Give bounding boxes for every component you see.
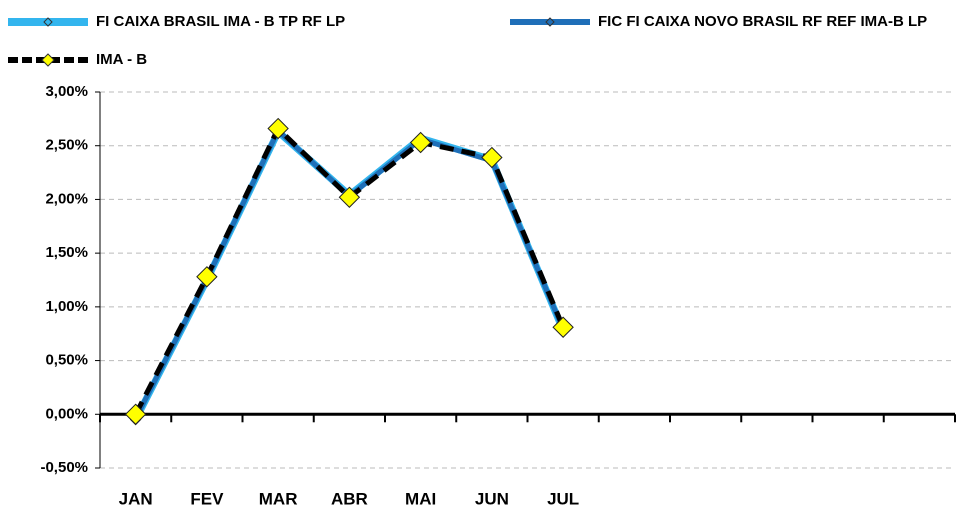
y-tick-label: 2,50% xyxy=(45,137,88,154)
data-marker xyxy=(267,117,289,140)
legend-label: IMA - B xyxy=(96,51,147,68)
x-tick-label: JUL xyxy=(547,489,579,508)
y-tick-label: 0,00% xyxy=(45,405,88,422)
legend-marker xyxy=(43,17,53,27)
x-tick-label: JAN xyxy=(119,489,153,508)
legend-marker xyxy=(545,17,555,27)
y-tick-label: -0,50% xyxy=(40,459,88,476)
x-tick-label: ABR xyxy=(331,489,368,508)
x-tick-label: FEV xyxy=(190,489,224,508)
x-tick-label: MAR xyxy=(259,489,298,508)
x-tick-label: JUN xyxy=(475,489,509,508)
legend-marker xyxy=(41,53,55,67)
x-tick-label: MAI xyxy=(405,489,436,508)
data-marker xyxy=(481,146,503,169)
legend-label: FI CAIXA BRASIL IMA - B TP RF LP xyxy=(96,13,345,30)
series-line xyxy=(133,126,566,416)
y-tick-label: 3,00% xyxy=(45,83,88,100)
y-tick-label: 2,00% xyxy=(45,190,88,207)
y-tick-label: 1,00% xyxy=(45,298,88,315)
y-tick-label: 1,50% xyxy=(45,244,88,261)
data-marker xyxy=(409,131,432,154)
legend-label: FIC FI CAIXA NOVO BRASIL RF REF IMA-B LP xyxy=(598,13,927,30)
y-tick-label: 0,50% xyxy=(45,352,88,369)
data-marker xyxy=(196,266,218,288)
data-marker xyxy=(552,316,574,338)
data-marker xyxy=(338,186,361,208)
data-marker xyxy=(124,403,147,425)
